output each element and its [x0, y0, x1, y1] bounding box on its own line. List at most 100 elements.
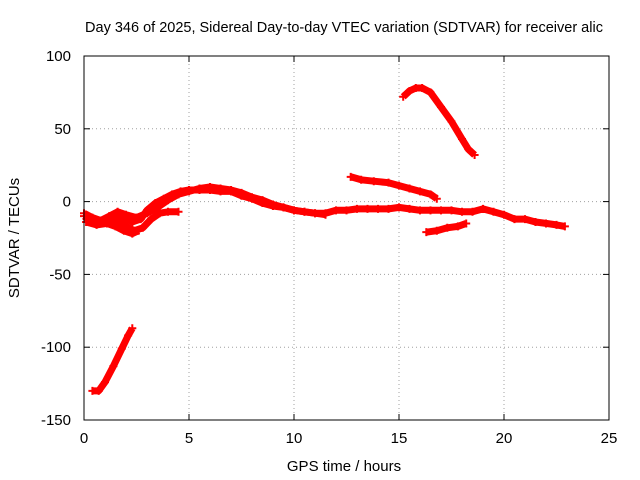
data-point: [426, 190, 435, 199]
y-axis-label: SDTVAR / TECUs: [6, 178, 23, 298]
data-point: [458, 134, 466, 143]
data-point: [384, 178, 393, 187]
data-point: [468, 207, 477, 216]
data-point: [422, 228, 431, 237]
data-point: [164, 207, 172, 216]
data-point: [248, 193, 256, 202]
y-tick-label: 0: [63, 194, 71, 211]
data-point: [290, 206, 298, 215]
x-tick-label: 20: [496, 430, 513, 447]
data-point: [384, 204, 393, 213]
data-point: [395, 203, 403, 212]
data-point: [560, 222, 569, 231]
data-point: [103, 219, 112, 228]
series-line-arc-low: [92, 326, 136, 395]
data-point: [216, 184, 225, 193]
data-point: [138, 223, 147, 232]
data-point: [399, 92, 408, 101]
x-tick-label: 5: [185, 430, 193, 447]
data-point: [357, 175, 366, 184]
data-point: [363, 204, 372, 213]
data-point: [147, 215, 156, 224]
data-point: [153, 203, 162, 212]
data-point: [432, 226, 441, 235]
data-point: [443, 223, 452, 232]
data-point: [311, 209, 319, 218]
data-point: [353, 204, 361, 213]
data-point: [258, 196, 267, 205]
data-point: [237, 188, 246, 197]
grid-lines: [84, 56, 609, 420]
data-point: [470, 151, 479, 160]
data-point: [206, 183, 214, 192]
data-point: [418, 84, 427, 93]
data-point: [164, 196, 172, 205]
data-point: [92, 220, 101, 229]
data-point: [462, 219, 471, 228]
data-point: [395, 181, 403, 190]
data-point: [531, 217, 540, 226]
data-point: [122, 210, 130, 219]
data-point: [174, 207, 183, 216]
series-group: [80, 84, 569, 395]
data-point: [134, 226, 143, 235]
data-point: [416, 206, 424, 215]
data-point: [374, 204, 382, 213]
data-point: [128, 324, 137, 333]
data-point: [101, 378, 109, 387]
x-tick-label: 25: [601, 430, 618, 447]
data-point: [119, 226, 128, 235]
data-point: [437, 206, 445, 215]
x-tick-label: 0: [80, 430, 88, 447]
data-point: [111, 222, 120, 231]
data-point: [279, 203, 288, 212]
chart-title: Day 346 of 2025, Sidereal Day-to-day VTE…: [85, 20, 603, 36]
data-point: [155, 209, 164, 218]
y-tick-label: -50: [49, 266, 71, 283]
data-point: [113, 207, 122, 216]
data-point: [300, 207, 309, 216]
data-point: [510, 215, 519, 224]
data-point: [269, 200, 277, 209]
data-point: [227, 185, 235, 194]
data-point: [447, 117, 456, 126]
data-point: [479, 204, 487, 213]
data-point: [426, 88, 435, 97]
data-point: [437, 102, 445, 111]
data-point: [105, 212, 114, 221]
data-point: [458, 207, 466, 216]
data-point: [521, 215, 529, 224]
data-point: [332, 206, 340, 215]
data-point: [195, 184, 204, 193]
plot-frame: [83, 55, 610, 421]
data-point: [500, 210, 508, 219]
y-tick-label: 100: [46, 48, 71, 65]
data-point: [405, 204, 414, 213]
data-point: [416, 187, 424, 196]
data-point: [426, 206, 435, 215]
y-tick-label: -150: [41, 412, 71, 429]
data-point: [109, 362, 118, 371]
data-point: [185, 187, 193, 196]
data-point: [132, 213, 141, 222]
data-point: [405, 184, 414, 193]
data-point: [124, 331, 133, 340]
data-point: [174, 190, 183, 199]
series-line-arc-high: [400, 84, 477, 158]
data-point: [117, 344, 126, 353]
y-tick-label: 50: [54, 121, 71, 138]
axis-ticks: 0 5 10 15 20 25 100 50 0 -50 -100 -150: [41, 48, 617, 447]
data-point: [321, 210, 330, 219]
data-point: [346, 172, 355, 181]
x-axis-label: GPS time / hours: [287, 458, 401, 475]
data-point: [489, 207, 498, 216]
y-tick-label: -100: [41, 339, 71, 356]
data-point: [405, 86, 414, 95]
data-point: [143, 209, 151, 218]
data-point: [464, 145, 473, 154]
data-point: [369, 177, 378, 186]
data-point: [432, 194, 441, 203]
data-point: [342, 206, 351, 215]
data-point: [453, 222, 462, 231]
